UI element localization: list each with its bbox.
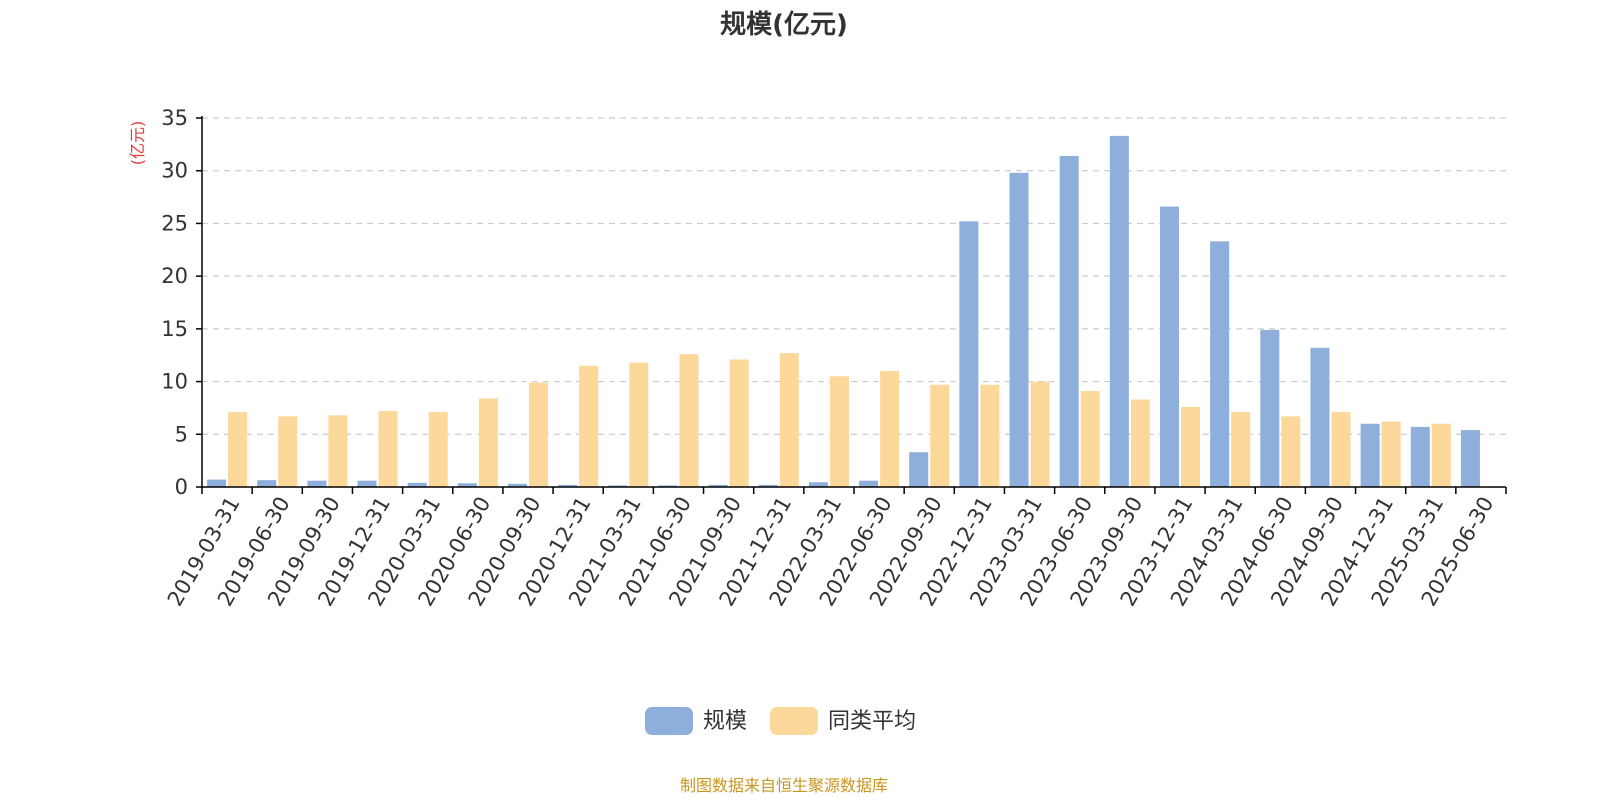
legend[interactable]: 规模 同类平均	[645, 707, 916, 735]
bar-peer-average[interactable]	[529, 382, 548, 487]
bar-peer-average[interactable]	[1281, 416, 1301, 487]
bar-scale[interactable]	[708, 484, 728, 487]
bar-scale[interactable]	[959, 221, 979, 487]
bar-scale[interactable]	[307, 480, 327, 487]
bar-scale[interactable]	[1310, 347, 1330, 487]
bar-peer-average[interactable]	[1080, 391, 1100, 487]
bar-scale[interactable]	[257, 480, 277, 487]
axes	[196, 116, 1507, 494]
source-note: 制图数据来自恒生聚源数据库	[680, 776, 888, 795]
bar-peer-average[interactable]	[1381, 421, 1401, 487]
bar-scale[interactable]	[909, 452, 929, 487]
legend-label: 同类平均	[828, 709, 916, 734]
bar-scale[interactable]	[407, 482, 427, 487]
bar-scale[interactable]	[357, 480, 377, 487]
y-tick-labels: 0 5 10 15 20 25 30 35	[161, 106, 188, 499]
bar-scale[interactable]	[1410, 426, 1430, 487]
x-tick-labels: 2019-03-312019-06-302019-09-302019-12-31…	[163, 492, 1499, 610]
bar-peer-average[interactable]	[428, 412, 448, 487]
bar-peer-average[interactable]	[278, 416, 298, 487]
bar-peer-average[interactable]	[779, 353, 799, 487]
bar-peer-average[interactable]	[980, 384, 1000, 487]
bar-scale[interactable]	[1009, 172, 1029, 487]
bar-peer-average[interactable]	[1331, 412, 1351, 487]
y-tick-label: 25	[161, 211, 188, 235]
legend-swatch	[770, 707, 818, 735]
grid-lines	[202, 117, 1506, 435]
bar-peer-average[interactable]	[1130, 399, 1150, 487]
bar-scale[interactable]	[1460, 430, 1480, 487]
bar-peer-average[interactable]	[1030, 381, 1050, 487]
y-tick-label: 35	[161, 106, 188, 130]
bar-scale[interactable]	[207, 479, 227, 487]
bar-scale[interactable]	[758, 484, 778, 487]
bar-peer-average[interactable]	[629, 362, 649, 487]
bar-peer-average[interactable]	[880, 371, 900, 487]
legend-item-scale[interactable]: 规模	[645, 707, 747, 735]
bar-peer-average[interactable]	[579, 365, 599, 487]
bar-peer-average[interactable]	[930, 384, 950, 487]
bar-peer-average[interactable]	[228, 412, 248, 487]
bar-peer-average[interactable]	[679, 354, 699, 487]
bar-scale[interactable]	[558, 484, 578, 487]
bar-scale[interactable]	[608, 485, 628, 487]
y-tick-label: 15	[161, 317, 188, 341]
bar-scale[interactable]	[1210, 241, 1230, 487]
bar-peer-average[interactable]	[378, 411, 398, 487]
y-tick-label: 10	[161, 370, 188, 394]
chart-title: 规模(亿元)	[720, 10, 848, 40]
bar-scale[interactable]	[508, 483, 527, 487]
bar-scale[interactable]	[1059, 155, 1079, 487]
bar-peer-average[interactable]	[328, 415, 348, 487]
bar-peer-average[interactable]	[1231, 412, 1251, 487]
bar-scale[interactable]	[1360, 423, 1380, 487]
bar-scale[interactable]	[859, 480, 879, 487]
bar-peer-average[interactable]	[478, 398, 498, 487]
bars	[207, 135, 1480, 487]
y-tick-label: 0	[175, 475, 188, 499]
y-tick-label: 20	[161, 264, 188, 288]
bar-scale[interactable]	[1160, 206, 1179, 487]
bar-scale[interactable]	[1260, 329, 1280, 487]
bar-peer-average[interactable]	[729, 359, 749, 487]
legend-item-peer-average[interactable]: 同类平均	[770, 707, 916, 735]
bar-peer-average[interactable]	[1431, 423, 1451, 487]
bar-scale[interactable]	[1109, 135, 1129, 487]
y-tick-label: 30	[161, 159, 188, 183]
bar-scale[interactable]	[457, 483, 477, 487]
bar-scale[interactable]	[808, 482, 828, 487]
bar-peer-average[interactable]	[829, 376, 849, 487]
y-tick-label: 5	[175, 422, 188, 446]
y-axis-label: (亿元)	[128, 121, 147, 166]
bar-peer-average[interactable]	[1181, 406, 1200, 487]
legend-label: 规模	[703, 709, 747, 734]
legend-swatch	[645, 707, 693, 735]
bar-scale[interactable]	[658, 485, 678, 487]
